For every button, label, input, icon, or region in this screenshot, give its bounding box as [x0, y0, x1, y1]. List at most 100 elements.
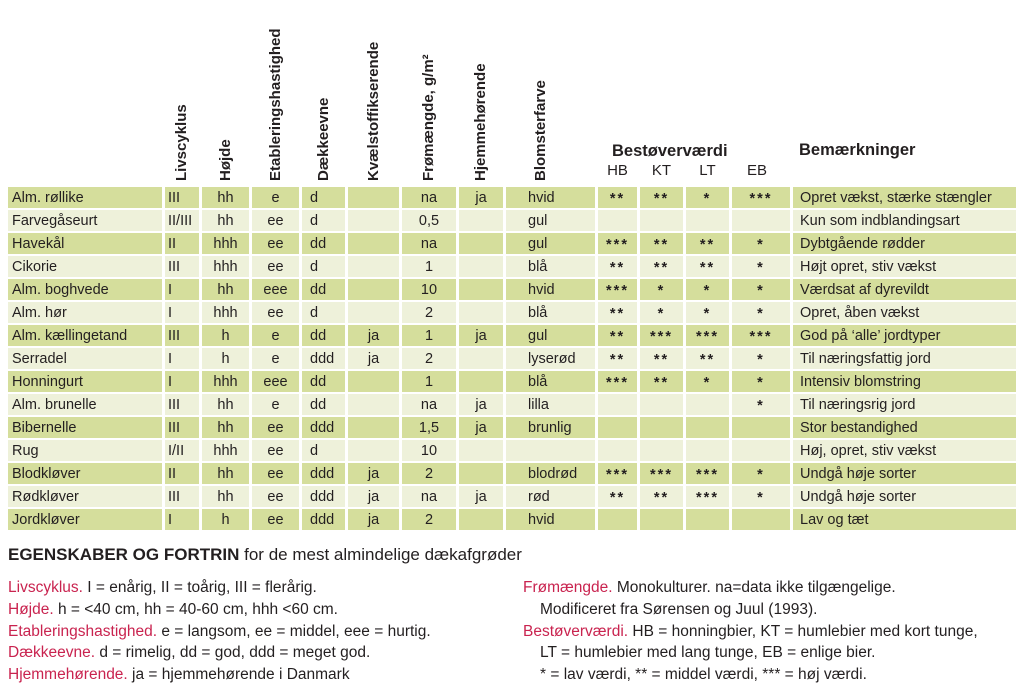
table-cell [459, 210, 503, 231]
row-crop-name: Alm. hør [8, 302, 162, 323]
table-cell: dd [302, 325, 345, 346]
row-crop-name: Rødkløver [8, 486, 162, 507]
table-cell: * [640, 279, 683, 300]
table-cell: ja [348, 486, 399, 507]
table-cell: * [732, 348, 790, 369]
table-cell [506, 440, 595, 461]
pollinator-sub-header: HB [607, 162, 628, 179]
table-cell: e [252, 348, 299, 369]
footnote-line: Bestøverværdi. HB = honningbier, KT = hu… [523, 622, 978, 640]
table-cell [686, 394, 729, 415]
table-cell: II [165, 233, 199, 254]
footnotes-left-column: Livscyklus. I = enårig, II = toårig, III… [8, 577, 431, 686]
footnotes-right-column: Frømængde. Monokulturer. na=data ikke ti… [523, 577, 978, 686]
table-cell: hh [202, 394, 249, 415]
table-cell: Dybtgående rødder [793, 233, 1016, 254]
table-cell: e [252, 187, 299, 208]
table-cell: * [686, 187, 729, 208]
table-cell [348, 371, 399, 392]
table-cell [686, 210, 729, 231]
table-caption: EGENSKABER OG FORTRIN for de mest almind… [8, 545, 522, 565]
table-cell: hh [202, 187, 249, 208]
table-cell: 10 [402, 279, 456, 300]
table-cell: God på ‘alle’ jordtyper [793, 325, 1016, 346]
table-cell: hh [202, 463, 249, 484]
table-cell [348, 210, 399, 231]
row-crop-name: Farvegåseurt [8, 210, 162, 231]
table-cell: hhh [202, 233, 249, 254]
table-cell: 1 [402, 325, 456, 346]
table-cell: ja [459, 394, 503, 415]
table-cell: hhh [202, 302, 249, 323]
row-crop-name: Alm. boghvede [8, 279, 162, 300]
footnote-keyword: Hjemmehørende. [8, 666, 128, 684]
footnote-keyword: Højde. [8, 600, 54, 618]
table-cell: dd [302, 279, 345, 300]
table-cell: III [165, 256, 199, 277]
table-cell: * [732, 486, 790, 507]
table-cell [348, 279, 399, 300]
table-cell: ddd [302, 486, 345, 507]
table-cell: ** [640, 348, 683, 369]
table-cell: Højt opret, stiv vækst [793, 256, 1016, 277]
remarks-column-header: Bemærkninger [799, 141, 916, 159]
table-cell: ee [252, 417, 299, 438]
table-cell [640, 440, 683, 461]
pollinator-value-group-header: Bestøverværdi [612, 142, 728, 160]
table-cell: d [302, 302, 345, 323]
table-cell: Kun som indblandingsart [793, 210, 1016, 231]
table-cell [459, 509, 503, 530]
rotated-column-header: Dækkeevne [315, 97, 332, 181]
table-cell: ja [348, 509, 399, 530]
table-cell: * [732, 302, 790, 323]
table-cell: ee [252, 440, 299, 461]
table-cell: III [165, 187, 199, 208]
footnote-line: Hjemmehørende. ja = hjemmehørende i Danm… [8, 666, 350, 684]
table-cell: Stor bestandighed [793, 417, 1016, 438]
table-cell [348, 302, 399, 323]
table-cell: hhh [202, 371, 249, 392]
table-cell: e [252, 394, 299, 415]
table-cell: * [732, 371, 790, 392]
table-cell: 2 [402, 348, 456, 369]
table-cell: * [686, 302, 729, 323]
table-cell: Lav og tæt [793, 509, 1016, 530]
table-cell: ja [348, 325, 399, 346]
table-cell: hvid [506, 187, 595, 208]
row-crop-name: Havekål [8, 233, 162, 254]
table-cell: blå [506, 371, 595, 392]
table-cell [598, 394, 637, 415]
table-cell [640, 509, 683, 530]
table-cell: hvid [506, 279, 595, 300]
table-cell: ddd [302, 463, 345, 484]
table-cell: ** [640, 233, 683, 254]
table-cell: lyserød [506, 348, 595, 369]
table-cell: dd [302, 371, 345, 392]
table-cell: ddd [302, 348, 345, 369]
table-cell [598, 417, 637, 438]
table-cell: *** [686, 486, 729, 507]
table-cell: ja [348, 463, 399, 484]
table-cell: ** [598, 348, 637, 369]
table-cell: *** [640, 325, 683, 346]
table-cell: hh [202, 279, 249, 300]
table-cell: Intensiv blomstring [793, 371, 1016, 392]
table-cell: 2 [402, 509, 456, 530]
row-crop-name: Rug [8, 440, 162, 461]
footnote-keyword: Frømængde. [523, 579, 613, 596]
table-cell: ee [252, 210, 299, 231]
table-cell: *** [732, 187, 790, 208]
table-cell: I [165, 348, 199, 369]
table-cell: h [202, 348, 249, 369]
table-cell: III [165, 394, 199, 415]
table-cell [348, 394, 399, 415]
footnote-keyword: Dækkeevne. [8, 644, 96, 662]
table-cell: gul [506, 210, 595, 231]
rotated-column-header: Blomsterfarve [532, 80, 549, 181]
table-cell: 1 [402, 371, 456, 392]
table-cell: 0,5 [402, 210, 456, 231]
row-crop-name: Alm. brunelle [8, 394, 162, 415]
table-cell: *** [598, 371, 637, 392]
table-cell: ** [686, 233, 729, 254]
